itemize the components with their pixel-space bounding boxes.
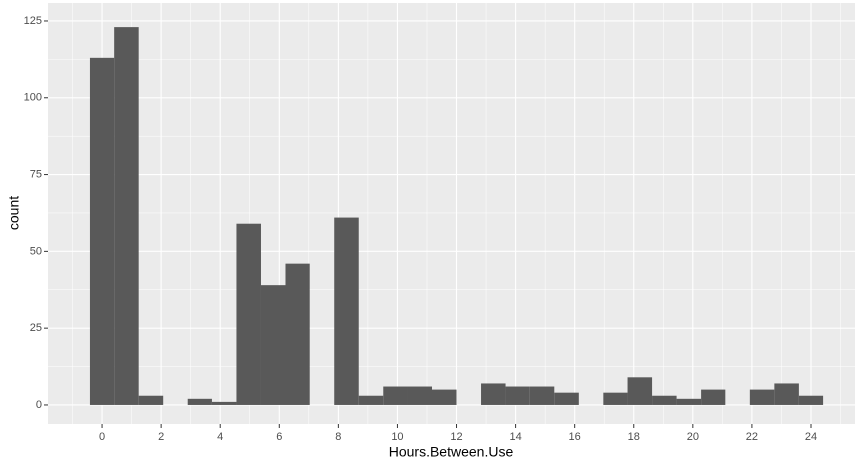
- bar: [138, 395, 164, 405]
- bar: [774, 383, 799, 405]
- bar: [749, 389, 775, 405]
- bar: [89, 57, 115, 405]
- x-tick-label: 8: [335, 431, 341, 443]
- x-axis-title: Hours.Between.Use: [389, 444, 514, 460]
- y-tick-label: 75: [30, 168, 42, 180]
- bar: [432, 389, 457, 405]
- x-tick-label: 24: [805, 431, 817, 443]
- y-tick-label: 25: [30, 322, 42, 334]
- y-tick-label: 100: [24, 92, 42, 104]
- x-tick-label: 14: [509, 431, 521, 443]
- x-tick-label: 12: [450, 431, 462, 443]
- bar: [383, 386, 408, 405]
- x-tick-label: 22: [746, 431, 758, 443]
- bar: [603, 392, 628, 405]
- x-tick-label: 10: [391, 431, 403, 443]
- bar: [358, 395, 384, 405]
- bar: [676, 398, 702, 405]
- bar: [187, 398, 212, 405]
- bar: [114, 27, 139, 405]
- y-tick-label: 50: [30, 245, 42, 257]
- bar: [554, 392, 579, 405]
- bar: [260, 285, 286, 405]
- x-tick-label: 4: [217, 431, 223, 443]
- panel: [48, 3, 855, 424]
- bar: [652, 395, 677, 405]
- y-axis-title: count: [6, 196, 22, 230]
- x-tick-label: 0: [99, 431, 105, 443]
- x-tick-label: 16: [569, 431, 581, 443]
- bar: [236, 223, 261, 405]
- y-tick-label: 125: [24, 15, 42, 27]
- bar: [407, 386, 433, 405]
- bar: [481, 383, 506, 405]
- y-tick-label: 0: [36, 399, 42, 411]
- bar: [211, 401, 237, 405]
- bar: [627, 377, 653, 405]
- x-tick-label: 2: [158, 431, 164, 443]
- bar: [334, 217, 359, 405]
- x-tick-label: 20: [687, 431, 699, 443]
- bar: [701, 389, 726, 405]
- bar: [285, 263, 310, 405]
- bar: [529, 386, 555, 405]
- x-tick-label: 6: [276, 431, 282, 443]
- x-tick-label: 18: [628, 431, 640, 443]
- bar: [505, 386, 530, 405]
- bar: [798, 395, 824, 405]
